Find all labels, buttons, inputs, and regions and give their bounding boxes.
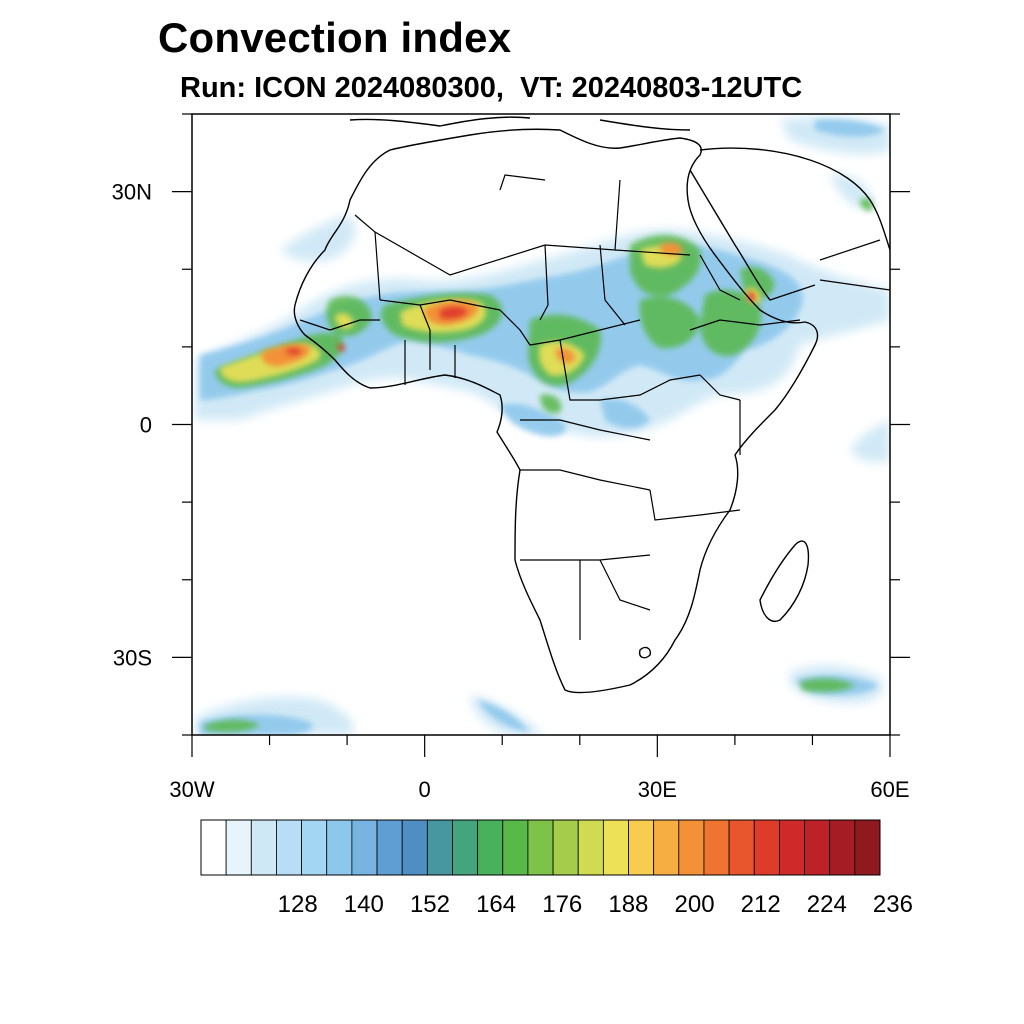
chart-subtitle: Run: ICON 2024080300, VT: 20240803-12UTC <box>180 72 803 104</box>
colorbar-swatch <box>829 819 856 876</box>
field-layer-mid-blue <box>200 119 885 735</box>
colorbar-swatch <box>376 819 403 876</box>
colorbar-swatch <box>779 819 805 876</box>
axis-ticks: 30W 0 30E 60E 30N 0 30S <box>112 113 910 802</box>
colorbar-swatch <box>703 819 730 876</box>
colorbar-swatch <box>426 819 453 876</box>
colorbar-swatch <box>250 819 277 876</box>
colorbar-label: 128 <box>278 891 318 918</box>
colorbar-swatch <box>452 819 479 876</box>
colorbar-swatch <box>502 819 529 876</box>
colorbar-label: 176 <box>542 891 582 918</box>
colorbar-label: 236 <box>873 891 913 918</box>
colorbar-swatch <box>225 819 252 876</box>
lat-tick-label: 30S <box>113 645 152 670</box>
colorbar-swatch <box>527 819 554 876</box>
colorbar-swatch <box>854 819 881 876</box>
colorbar-swatch <box>552 819 579 876</box>
lon-tick-label: 30W <box>169 777 214 802</box>
colorbar-label: 212 <box>741 891 781 918</box>
colorbar-swatch <box>804 819 831 876</box>
lon-tick-label: 30E <box>638 777 677 802</box>
colorbar: 128 140 152 164 176 188 200 212 224 236 <box>200 819 913 918</box>
lat-tick-label: 0 <box>140 413 152 438</box>
colorbar-swatch <box>301 819 328 876</box>
colorbar-swatch <box>728 819 755 876</box>
colorbar-swatch <box>200 819 227 876</box>
coastlines <box>293 116 890 694</box>
colorbar-swatch <box>477 819 504 876</box>
colorbar-swatch <box>753 819 780 876</box>
convection-field <box>195 117 890 735</box>
colorbar-swatch <box>401 819 428 876</box>
colorbar-label: 224 <box>807 891 847 918</box>
colorbar-label: 164 <box>476 891 516 918</box>
colorbar-swatch <box>678 819 705 876</box>
colorbar-label: 200 <box>675 891 715 918</box>
lat-tick-label: 30N <box>112 180 152 205</box>
colorbar-label: 140 <box>344 891 384 918</box>
colorbar-swatch <box>577 819 604 876</box>
colorbar-swatch <box>351 819 378 876</box>
colorbar-swatch <box>628 819 655 876</box>
colorbar-swatch <box>602 819 629 876</box>
colorbar-swatch <box>326 819 353 876</box>
lon-tick-label: 0 <box>419 777 431 802</box>
colorbar-frame <box>200 819 881 876</box>
colorbar-swatch <box>653 819 680 876</box>
colorbar-swatch <box>276 819 302 876</box>
lon-tick-label: 60E <box>870 777 909 802</box>
chart-title: Convection index <box>158 14 512 61</box>
colorbar-label: 188 <box>608 891 648 918</box>
country-borders <box>299 174 890 640</box>
colorbar-label: 152 <box>410 891 450 918</box>
